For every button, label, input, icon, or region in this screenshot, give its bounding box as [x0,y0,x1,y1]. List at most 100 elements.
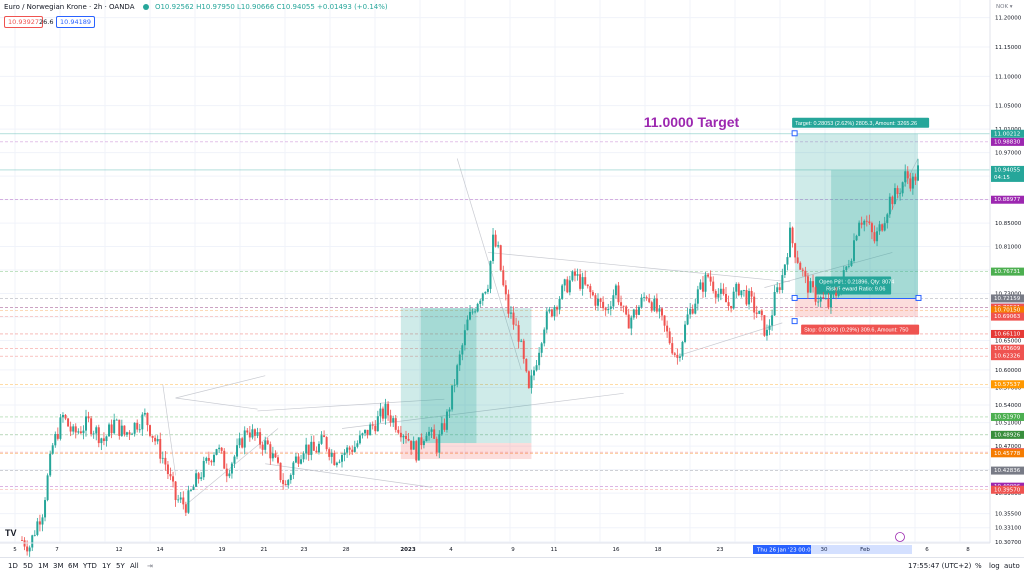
candle-body [486,288,489,292]
profit-zone [400,308,532,444]
price-tick: 11.20000 [995,16,1022,22]
candle-body [853,240,855,261]
candle-body [420,437,423,446]
candle-body [489,261,492,289]
range-5y-button[interactable]: 5Y [116,562,125,570]
log-toggle[interactable]: log [989,562,1000,570]
range-1d-button[interactable]: 1D [8,562,18,570]
auto-toggle[interactable]: auto [1004,562,1020,570]
candle-body [776,287,779,292]
candle-body [899,193,902,195]
price-tick: 10.81000 [995,245,1022,251]
candle-body [87,416,90,419]
percent-toggle[interactable]: % [975,562,982,570]
candle-body [310,441,313,455]
stop-label-bg [801,324,920,335]
candle-body [658,308,661,312]
sell-button[interactable]: 10.93927 [4,16,44,28]
price-axis[interactable]: NOK ▾10.3070010.3310010.3550010.3900010.… [989,0,1024,546]
candle-body [504,285,507,295]
candle-body [448,409,451,412]
candle-body [591,292,594,296]
candle-body [865,220,868,222]
candle-body [440,423,443,435]
stop-zone [400,443,532,460]
position-zones[interactable]: Target: 0.28053 (2.62%) 2805.3, Amount: … [400,117,930,460]
candle-body [179,497,182,500]
candle-body [236,445,239,457]
candle-body [609,306,612,309]
candle-body [888,196,891,215]
profit-zone [795,133,918,299]
candle-body [597,298,599,306]
range-3m-button[interactable]: 3M [53,562,64,570]
candle-body [44,500,47,518]
candle-body [172,476,175,482]
crosshair-date: Thu 26 Jan '23 00:00 [756,548,815,554]
candle-body [213,454,215,463]
candle-body [113,419,116,434]
candle-body [909,178,912,189]
candle-body [668,331,671,344]
candle-body [277,457,279,463]
candle-body [315,450,318,453]
candle-body [241,438,244,448]
candle-body [54,433,57,446]
range-all-button[interactable]: All [130,562,139,570]
time-tick: 9 [511,547,515,553]
candle-body [563,279,566,286]
candle-body [681,341,684,357]
candle-body [182,497,185,505]
price-label-bg [991,412,1024,421]
tradingview-logo[interactable]: TV [5,528,17,538]
candle-body [645,297,648,299]
candle-body [105,436,108,442]
buy-button[interactable]: 10.94189 [56,16,96,28]
candle-body [571,271,574,281]
price-label: 10.94055 [994,167,1021,173]
candle-body [799,262,802,270]
candle-body [366,429,369,436]
candle-body [589,286,592,293]
candle-body [686,314,689,325]
candle-body [727,302,730,306]
candle-body [842,270,845,283]
range-1m-button[interactable]: 1M [38,562,49,570]
candle-body [202,460,205,478]
price-label: 10.51970 [994,414,1021,420]
candle-body [205,457,208,461]
candle-body [69,426,72,432]
candle-body [876,231,879,242]
price-tick: 10.60000 [995,368,1022,374]
price-label-bg [991,329,1024,338]
time-tick: 28 [343,547,350,553]
candle-body [251,429,254,438]
candle-body [748,290,751,305]
price-label-bg [991,430,1024,439]
candle-body [189,489,192,491]
clock[interactable]: 17:55:47 (UTC+2) [908,562,972,570]
candle-body [261,444,264,450]
candle-body [735,283,738,292]
candles [21,158,919,557]
range-5d-button[interactable]: 5D [23,562,33,570]
time-tick: 11 [551,547,558,553]
range-ytd-button[interactable]: YTD [83,562,97,570]
range-6m-button[interactable]: 6M [68,562,79,570]
candle-body [402,435,405,438]
price-label: 10.48926 [994,432,1021,438]
date-range-icon[interactable]: ⇥ [147,562,153,570]
candle-body [809,281,812,293]
candle-body [512,312,515,325]
candle-body [893,188,896,205]
candle-body [118,419,121,436]
candle-body [289,474,292,481]
range-1y-button[interactable]: 1Y [102,562,111,570]
candle-body [271,453,274,459]
candle-body [248,432,251,438]
time-axis[interactable]: 5 7 12 14 19 21 23 28 2023 4 9 11 16 18 23 30 Feb 6 8 Thu 2… [0,542,990,554]
candle-body [868,221,871,224]
trend-line [175,375,266,399]
